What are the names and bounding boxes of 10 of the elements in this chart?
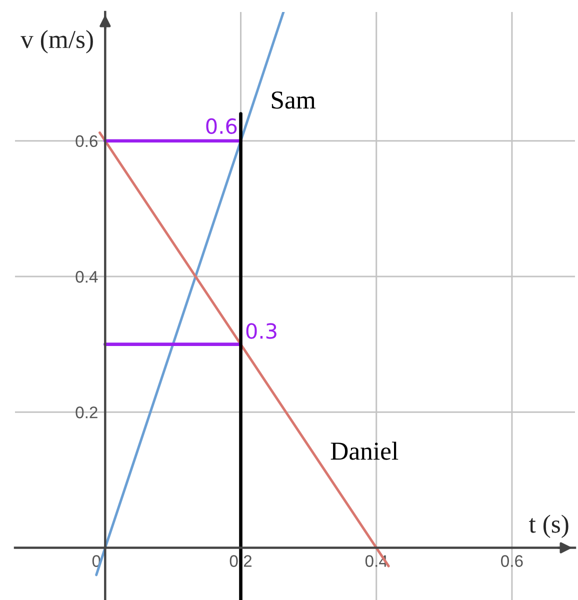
annotation: 0.6 [206, 118, 237, 134]
x-axis-title: t (s) [529, 514, 568, 538]
y-tick-label: 0.6 [76, 135, 98, 148]
series-label: Sam [272, 91, 316, 109]
x-tick-label: 0.6 [501, 555, 523, 567]
annotation: 0.3 [246, 323, 276, 339]
y-tick-label: 0.4 [76, 270, 98, 283]
y-axis-title: v (m/s) [20, 30, 93, 54]
series-label: Daniel [330, 442, 398, 460]
y-tick-label: 0.2 [76, 406, 98, 418]
